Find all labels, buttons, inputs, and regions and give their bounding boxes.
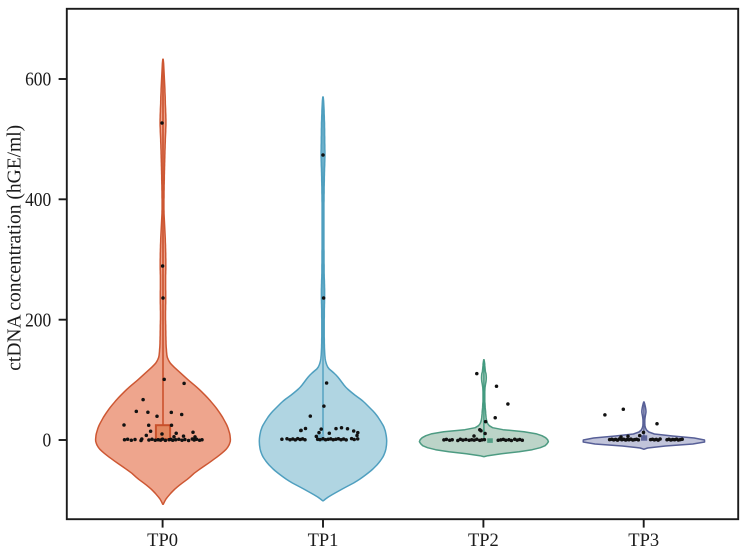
svg-text:TP1: TP1 bbox=[308, 531, 339, 551]
svg-text:400: 400 bbox=[25, 189, 51, 211]
svg-text:200: 200 bbox=[25, 309, 51, 331]
svg-text:0: 0 bbox=[43, 430, 52, 452]
svg-text:600: 600 bbox=[25, 69, 51, 91]
svg-text:TP2: TP2 bbox=[468, 531, 499, 551]
svg-text:TP3: TP3 bbox=[628, 531, 659, 551]
svg-text:TP0: TP0 bbox=[147, 531, 178, 551]
svg-text:ctDNA concentration (hGE/ml): ctDNA concentration (hGE/ml) bbox=[5, 125, 26, 371]
